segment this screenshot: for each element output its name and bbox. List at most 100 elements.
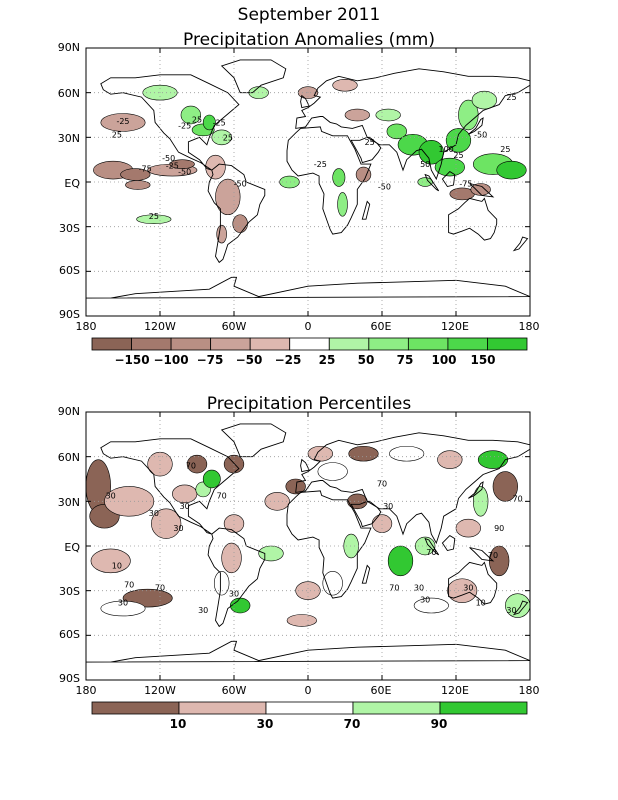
lon-label-120e: 120E: [441, 320, 469, 333]
contour-patch: [125, 180, 151, 190]
lon-label-180w: 180: [75, 684, 97, 697]
contour-patch: [434, 157, 465, 177]
contour-label: 30: [118, 599, 128, 608]
contour-patch: [232, 214, 248, 233]
contour-patch: [455, 518, 481, 538]
contour-patch: [100, 113, 146, 132]
legend-swatch: [487, 337, 528, 351]
coastline-sumatra: [424, 537, 440, 556]
coastline-samerica: [207, 527, 266, 628]
anomaly-legend-label: 150: [470, 353, 496, 367]
contour-label: 70: [186, 462, 196, 471]
legend-swatch: [407, 337, 449, 351]
contour-label: -25: [116, 117, 129, 126]
contour-label: -50: [162, 154, 175, 163]
contour-patch: [151, 508, 182, 539]
coastline-japan: [468, 481, 484, 499]
anomaly-legend-label: −25: [274, 353, 302, 367]
contour-patch: [100, 600, 146, 617]
contour-label: -25: [213, 118, 226, 127]
contour-patch: [488, 545, 510, 577]
lat-label-60s: 60S: [59, 628, 80, 641]
month-title: September 2011: [237, 5, 381, 25]
contour-patch: [355, 166, 372, 183]
contour-label: 70: [217, 491, 227, 500]
contour-patch: [286, 614, 317, 627]
legend-swatch: [178, 701, 267, 715]
contour-label: 25: [506, 93, 516, 102]
anomaly-legend-label: −100: [153, 353, 189, 367]
lon-label-60e: 60E: [370, 684, 392, 697]
contour-patch: [258, 545, 284, 562]
coastline-borneo: [441, 171, 456, 188]
contour-patch: [169, 159, 195, 169]
lat-label-90s: 90S: [59, 308, 80, 321]
coastline-britain: [300, 458, 310, 473]
contour-label: -75: [139, 165, 152, 174]
coastline-nz: [512, 236, 529, 252]
legend-swatch: [91, 337, 132, 351]
contour-label: 30: [229, 590, 239, 599]
contour-label: 25: [112, 130, 122, 139]
anomaly-legend-label: −50: [235, 353, 263, 367]
contour-patch: [317, 462, 348, 481]
contour-patch: [279, 175, 300, 189]
lat-label-30s: 30S: [59, 585, 80, 598]
lat-label-eq: EQ: [64, 541, 80, 554]
gridlines: [86, 412, 530, 680]
contour-label: 70: [488, 551, 498, 560]
contour-patch: [437, 450, 463, 469]
contour-patch: [322, 571, 343, 596]
contour-label: 25: [500, 145, 510, 154]
lat-label-90s: 90S: [59, 672, 80, 685]
lat-label-60n: 60N: [57, 87, 80, 100]
contour-label: 30: [180, 502, 190, 511]
lat-label-30n: 30N: [57, 132, 80, 145]
contour-label: 30: [106, 491, 116, 500]
legend-swatch: [91, 701, 180, 715]
coastline-greenland: [220, 423, 287, 458]
contour-label: 30: [173, 524, 183, 533]
coastline-newguinea: [469, 183, 495, 198]
contour-patch: [348, 445, 379, 462]
anomaly-map-title: Precipitation Anomalies (mm): [183, 30, 435, 50]
contour-patch: [230, 597, 251, 614]
contour-patch: [90, 548, 131, 574]
contour-patch: [213, 571, 230, 596]
contour-label: 70: [377, 479, 387, 488]
contour-label: -50: [234, 179, 247, 188]
percentile-map-title: Precipitation Percentiles: [206, 394, 412, 414]
anomaly-legend-label: −150: [114, 353, 150, 367]
contour-label: 25: [365, 138, 375, 147]
contour-label: 70: [124, 581, 134, 590]
contour-label: -25: [178, 121, 191, 130]
lat-label-30s: 30S: [59, 222, 80, 235]
contour-label: 10: [112, 561, 122, 570]
lat-label-eq: EQ: [64, 177, 80, 190]
contour-patch: [202, 469, 221, 489]
coastline-eurasia: [295, 432, 530, 545]
contour-label: -50: [178, 168, 191, 177]
coastline-africa: [286, 490, 372, 599]
contour-patch: [413, 597, 449, 614]
lon-label-0: 0: [304, 684, 312, 697]
coastline-newguinea: [469, 547, 495, 562]
coastline-borneo: [441, 535, 456, 552]
contour-label: 30: [198, 606, 208, 615]
lon-label-180w: 180: [75, 320, 97, 333]
contour-patch: [387, 545, 414, 577]
contour-label: -25: [314, 160, 327, 169]
contour-label: 70: [155, 584, 165, 593]
contour-label: -50: [378, 182, 391, 191]
coastline-britain: [300, 94, 310, 109]
contour-label: 30: [149, 509, 159, 518]
contour-patch: [223, 514, 245, 533]
coastline-greenland: [220, 59, 287, 94]
legend-swatch: [439, 701, 528, 715]
contour-patch: [470, 183, 491, 196]
lon-label-120w: 120W: [144, 684, 176, 697]
